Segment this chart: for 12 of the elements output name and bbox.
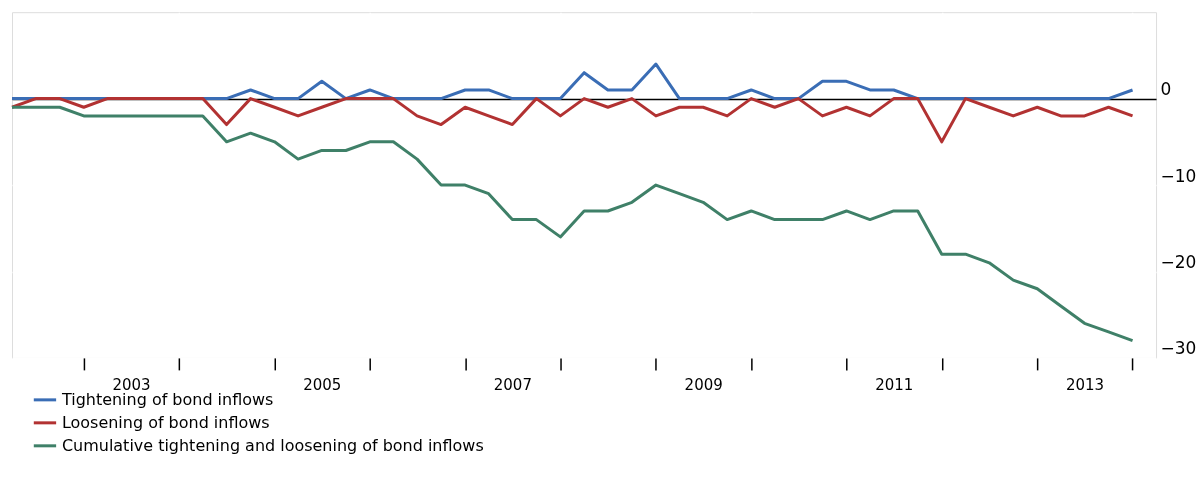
- y-tick-label: −30: [1160, 338, 1197, 359]
- y-tick-label: 0: [1160, 79, 1172, 100]
- legend-label: Cumulative tightening and loosening of bond inflows: [61, 435, 484, 455]
- legend-label: Loosening of bond inflows: [61, 412, 270, 432]
- legend-label: Tightening of bond inflows: [60, 389, 274, 409]
- x-tick-label: 2005: [303, 376, 342, 395]
- x-tick-label: 2011: [875, 376, 914, 395]
- y-tick-label: −10: [1160, 165, 1197, 186]
- y-tick-label: −20: [1160, 251, 1197, 272]
- x-tick-label: 2007: [493, 376, 532, 395]
- x-tick-label: 2013: [1065, 376, 1105, 395]
- x-tick-label: 2009: [684, 376, 723, 395]
